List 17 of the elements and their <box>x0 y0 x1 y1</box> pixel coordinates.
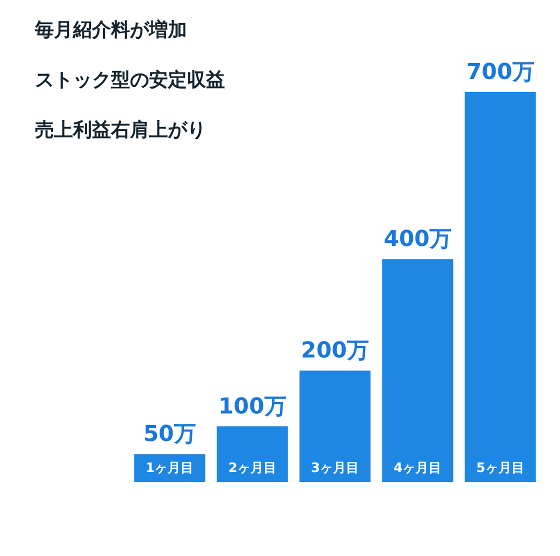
bar <box>216 426 288 482</box>
x-tick-label: 3ヶ月目 <box>310 461 360 476</box>
data-label: 100万 <box>218 394 286 420</box>
text: 毎月紹介料が増加 <box>34 19 187 41</box>
bar <box>382 259 454 482</box>
data-label: 400万 <box>384 227 452 252</box>
data-label: 50万 <box>143 422 196 448</box>
x-tick-label: 1ヶ月目 <box>146 461 194 476</box>
annotation: 売上利益右肩上がり <box>35 119 206 141</box>
text: ストック型の安定収益 <box>35 69 225 91</box>
x-tick-label: 2ヶ月目 <box>228 461 276 476</box>
data-label: 700万 <box>466 60 534 85</box>
x-tick-label: 4ヶ月目 <box>394 461 442 476</box>
bar <box>299 370 371 482</box>
x-tick-label: 5ヶ月目 <box>476 461 524 476</box>
bar <box>464 92 536 482</box>
data-label: 200万 <box>301 338 369 364</box>
